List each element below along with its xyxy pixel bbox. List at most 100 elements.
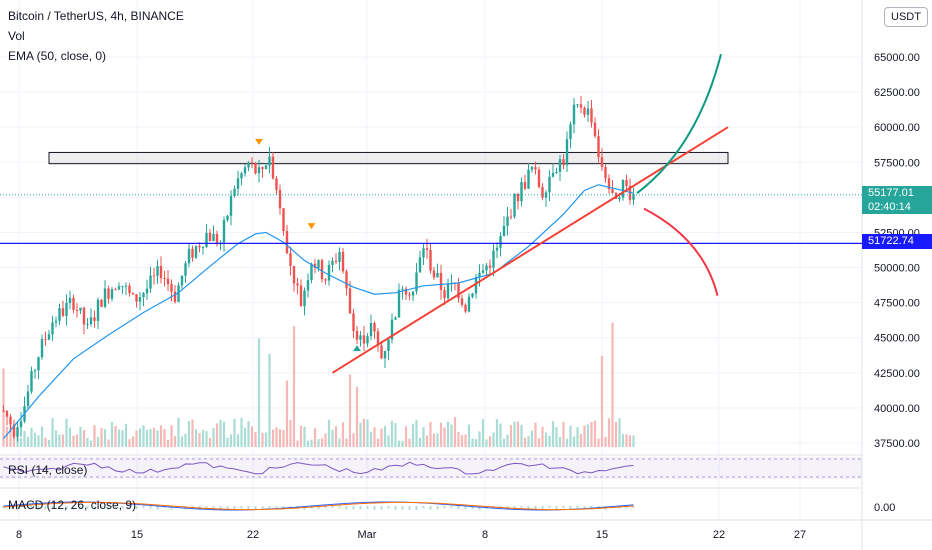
candle bbox=[215, 233, 219, 245]
candle bbox=[345, 271, 348, 289]
volume-bar bbox=[317, 439, 320, 447]
candle bbox=[366, 336, 369, 344]
volume-bar bbox=[436, 433, 439, 447]
macd-hist bbox=[429, 506, 432, 510]
volume-bar bbox=[54, 430, 58, 447]
volume-bar bbox=[222, 421, 226, 447]
candle bbox=[502, 225, 506, 237]
candle bbox=[40, 339, 44, 358]
candle bbox=[334, 260, 338, 262]
y-tick-label: 60000.00 bbox=[874, 122, 920, 134]
candle bbox=[404, 288, 408, 295]
volume-bar bbox=[429, 421, 432, 447]
macd-hist bbox=[135, 506, 138, 510]
volume-bar bbox=[345, 438, 348, 447]
volume-bar bbox=[555, 427, 558, 447]
candle bbox=[145, 288, 149, 294]
macd-hist bbox=[65, 506, 68, 510]
candle bbox=[58, 308, 61, 321]
volume-bar bbox=[618, 418, 621, 447]
volume-bar bbox=[198, 433, 201, 447]
volume-bar bbox=[499, 423, 502, 447]
candle bbox=[537, 169, 541, 187]
candle bbox=[383, 350, 387, 359]
macd-hist bbox=[422, 506, 425, 509]
candle bbox=[135, 294, 138, 302]
candle bbox=[68, 297, 72, 303]
volume-bar bbox=[107, 439, 110, 447]
candle bbox=[551, 172, 555, 177]
macd-hist bbox=[289, 506, 292, 509]
volume-bar bbox=[464, 434, 467, 447]
volume-bar bbox=[551, 421, 555, 447]
volume-legend[interactable]: Vol bbox=[8, 29, 25, 43]
candle bbox=[19, 421, 23, 428]
candle bbox=[299, 285, 303, 307]
macd-hist bbox=[51, 506, 54, 509]
volume-bar bbox=[450, 424, 453, 447]
volume-bar bbox=[576, 427, 579, 447]
candle bbox=[516, 193, 520, 202]
candle bbox=[548, 176, 551, 193]
volume-bar bbox=[142, 425, 145, 447]
candle bbox=[44, 339, 47, 341]
candle bbox=[114, 289, 117, 291]
volume-bar bbox=[373, 427, 376, 447]
volume-bar bbox=[40, 426, 44, 447]
macd-label[interactable]: MACD (12, 26, close, 9) bbox=[8, 498, 137, 512]
volume-bar bbox=[604, 436, 607, 447]
candle bbox=[600, 157, 604, 168]
volume-bar bbox=[411, 424, 415, 447]
volume-bar bbox=[509, 425, 513, 447]
macd-hist bbox=[2, 506, 5, 509]
candle bbox=[149, 275, 152, 289]
candle bbox=[2, 410, 5, 412]
volume-bar bbox=[380, 428, 383, 447]
candle bbox=[558, 159, 562, 173]
currency-button[interactable]: USDT bbox=[884, 7, 928, 27]
volume-bar bbox=[352, 433, 355, 447]
y-tick-label: 50000.00 bbox=[874, 263, 920, 275]
macd-hist bbox=[457, 506, 460, 510]
volume-bar bbox=[446, 421, 450, 447]
volume-bar bbox=[334, 426, 338, 447]
candle bbox=[159, 265, 163, 279]
candle bbox=[513, 193, 516, 217]
volume-bar bbox=[187, 421, 191, 447]
volume-bar bbox=[341, 422, 345, 447]
rsi-label[interactable]: RSI (14, close) bbox=[8, 463, 88, 477]
rsi-line bbox=[3, 461, 634, 475]
rsi-pane bbox=[0, 457, 862, 479]
volume-bar bbox=[534, 422, 537, 447]
volume-bar bbox=[75, 434, 79, 447]
volume-bar bbox=[621, 434, 625, 447]
volume-bar bbox=[9, 425, 12, 447]
candle bbox=[163, 278, 166, 280]
candle bbox=[79, 307, 82, 311]
volume-bar bbox=[117, 429, 121, 447]
volume-bar bbox=[600, 355, 604, 447]
macd-hist bbox=[170, 506, 173, 510]
candle bbox=[124, 285, 128, 287]
macd-hist bbox=[156, 506, 159, 510]
macd-hist bbox=[114, 506, 117, 509]
y-tick-label: 45000.00 bbox=[874, 333, 920, 345]
marker-down-0 bbox=[255, 138, 263, 145]
macd-hist bbox=[506, 506, 509, 509]
volume-bar bbox=[159, 425, 163, 447]
candle bbox=[530, 167, 534, 170]
bull-projection-curve bbox=[636, 53, 722, 194]
candle bbox=[355, 330, 359, 340]
volume-bar bbox=[170, 425, 173, 447]
volume-bar bbox=[37, 435, 40, 447]
volume-bar bbox=[313, 428, 317, 447]
ema-legend[interactable]: EMA (50, close, 0) bbox=[8, 49, 107, 63]
volume-bar bbox=[516, 421, 520, 447]
volume-bar bbox=[23, 430, 26, 447]
volume-bar bbox=[394, 423, 397, 447]
macd-hist bbox=[331, 506, 334, 509]
x-tick-label: 22 bbox=[713, 529, 725, 541]
macd-hist bbox=[58, 506, 61, 509]
symbol-legend[interactable]: Bitcoin / TetherUS, 4h, BINANCE bbox=[8, 9, 184, 23]
volume-bar bbox=[47, 439, 51, 447]
